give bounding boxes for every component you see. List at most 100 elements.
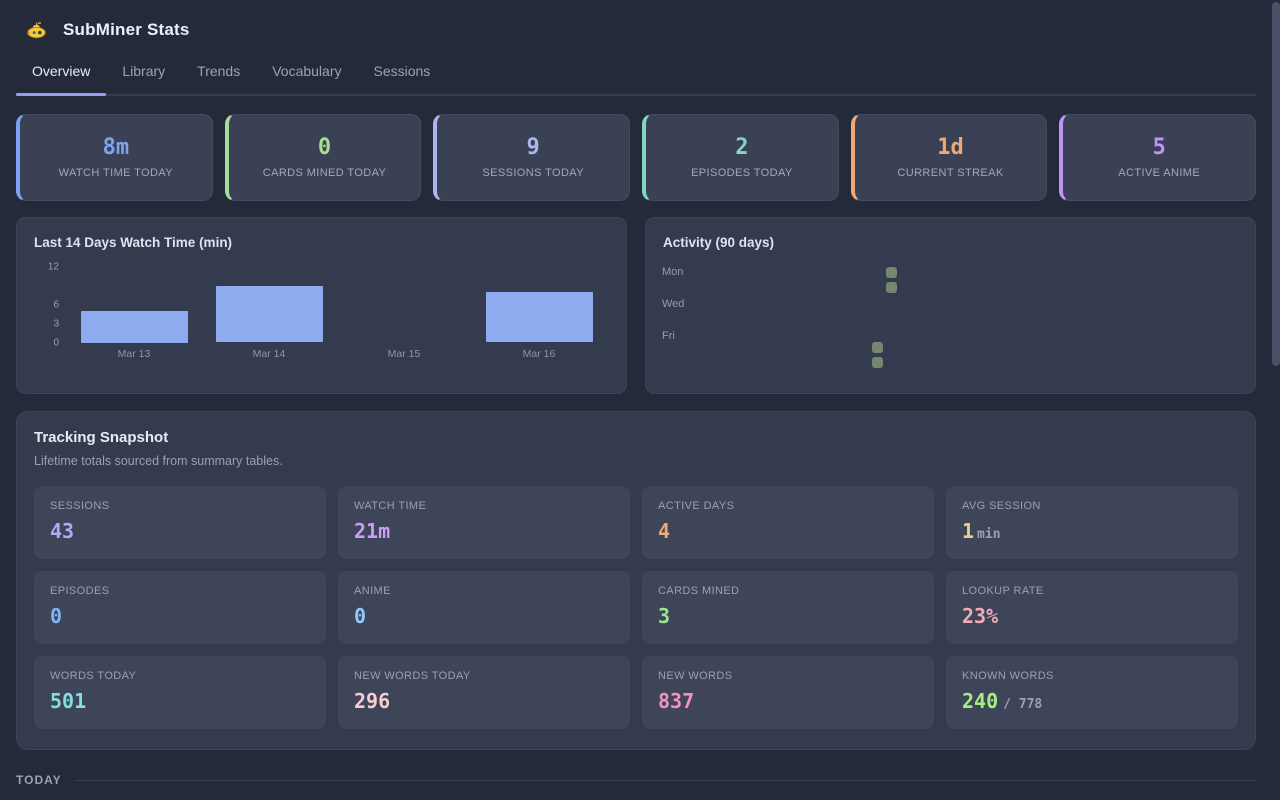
tab-label: Library bbox=[122, 63, 166, 79]
tile-value-row: 3 bbox=[658, 605, 918, 627]
vertical-scrollbar-thumb[interactable] bbox=[1272, 2, 1280, 366]
chart-title: Last 14 Days Watch Time (min) bbox=[34, 235, 233, 250]
tile-value-row: 1 min bbox=[962, 520, 1222, 542]
heatmap-cell bbox=[746, 297, 757, 308]
tracking-tile-anime: ANIME 0 bbox=[338, 571, 630, 644]
bar-chart: 12 6 3 0 Mar 13 Mar 14 Mar 15 Mar 16 bbox=[17, 218, 626, 393]
watch-time-chart-panel: Last 14 Days Watch Time (min) 12 6 3 0 Mar 1… bbox=[16, 217, 627, 394]
tile-value-row: 4 bbox=[658, 520, 918, 542]
tile-value-row: 837 bbox=[658, 690, 918, 712]
tracking-tiles-grid: SESSIONS 43 WATCH TIME 21m ACTIVE DAYS 4 AVG S… bbox=[34, 486, 1238, 729]
tab-library[interactable]: Library bbox=[106, 50, 181, 94]
app-header: SubMiner Stats bbox=[0, 0, 1280, 46]
y-axis-tick: 3 bbox=[53, 318, 59, 330]
heatmap-cell bbox=[858, 312, 869, 323]
stat-card-episodes-today: 2 EPISODES TODAY bbox=[642, 114, 839, 201]
heatmap-cell bbox=[760, 282, 771, 293]
heatmap-cell bbox=[732, 312, 743, 323]
tracking-tile-lookup-rate: LOOKUP RATE 23% bbox=[946, 571, 1238, 644]
tile-label: EPISODES bbox=[50, 585, 110, 597]
stat-card-label: CURRENT STREAK bbox=[897, 167, 1004, 179]
tile-value: 3 bbox=[658, 604, 671, 628]
tile-value-row: 0 bbox=[354, 605, 614, 627]
heatmap-cell bbox=[816, 312, 827, 323]
heatmap-cell bbox=[718, 282, 729, 293]
heatmap-cell bbox=[788, 267, 799, 278]
tracking-tile-episodes: EPISODES 0 bbox=[34, 571, 326, 644]
heatmap-cell bbox=[802, 357, 813, 368]
heatmap-cell bbox=[732, 282, 743, 293]
tracking-tile-known-words: KNOWN WORDS 240 / 778 bbox=[946, 656, 1238, 729]
heatmap-cell bbox=[746, 267, 757, 278]
heatmap-cell bbox=[746, 342, 757, 353]
heatmap-cell bbox=[844, 282, 855, 293]
heatmap-cell bbox=[746, 357, 757, 368]
stat-card-label: WATCH TIME TODAY bbox=[58, 167, 174, 179]
heatmap-cell bbox=[746, 327, 757, 338]
stat-card-watch-time-today: 8m WATCH TIME TODAY bbox=[16, 114, 213, 201]
tab-trends[interactable]: Trends bbox=[181, 50, 256, 94]
x-axis-label: Mar 15 bbox=[387, 348, 421, 360]
heatmap-cell bbox=[802, 327, 813, 338]
heatmap-cell bbox=[830, 357, 841, 368]
tile-value: 296 bbox=[354, 689, 391, 713]
heatmap-cell bbox=[872, 267, 883, 278]
tab-label: Sessions bbox=[373, 63, 431, 79]
heatmap-cell bbox=[704, 282, 715, 293]
heatmap-cell bbox=[830, 312, 841, 323]
heatmap-cell bbox=[802, 312, 813, 323]
tracking-tile-new-words: NEW WORDS 837 bbox=[642, 656, 934, 729]
heatmap-cell bbox=[704, 297, 715, 308]
y-axis-tick: 0 bbox=[53, 337, 59, 348]
tab-sessions[interactable]: Sessions bbox=[358, 50, 447, 94]
heatmap-cell bbox=[816, 267, 827, 278]
tile-value-row: 21m bbox=[354, 520, 614, 542]
tile-value-row: 501 bbox=[50, 690, 310, 712]
tab-overview[interactable]: Overview bbox=[16, 50, 107, 96]
heatmap-cell bbox=[732, 297, 743, 308]
heatmap-cell bbox=[844, 312, 855, 323]
heatmap-cell bbox=[816, 282, 827, 293]
heatmap-day-label: Mon bbox=[662, 266, 684, 278]
tab-vocabulary[interactable]: Vocabulary bbox=[256, 50, 357, 94]
tile-value-row: 43 bbox=[50, 520, 310, 542]
active-tab-underline bbox=[16, 93, 107, 96]
tracking-tile-words-today: WORDS TODAY 501 bbox=[34, 656, 326, 729]
tile-value-row: 296 bbox=[354, 690, 614, 712]
stat-card-label: CARDS MINED TODAY bbox=[262, 167, 387, 179]
tile-value: 0 bbox=[354, 604, 367, 628]
stat-card-sessions-today: 9 SESSIONS TODAY bbox=[433, 114, 631, 201]
tile-label: NEW WORDS TODAY bbox=[354, 670, 471, 682]
tile-value-row: 240 / 778 bbox=[962, 690, 1222, 712]
tracking-tile-active-days: ACTIVE DAYS 4 bbox=[642, 486, 934, 559]
tile-value-row: 23% bbox=[962, 605, 1222, 627]
tracking-tile-avg-session: AVG SESSION 1 min bbox=[946, 486, 1238, 559]
tile-value: 240 bbox=[962, 689, 999, 713]
heatmap-cell bbox=[802, 282, 813, 293]
heatmap-cell bbox=[816, 297, 827, 308]
heatmap-cell bbox=[760, 357, 771, 368]
tracking-snapshot-title: Tracking Snapshot bbox=[34, 429, 169, 446]
heatmap-cell bbox=[732, 357, 743, 368]
heatmap-day-label: Wed bbox=[662, 298, 685, 310]
stat-card-current-streak: 1d CURRENT STREAK bbox=[850, 114, 1048, 201]
heatmap-cell bbox=[718, 342, 729, 353]
heatmap-cell bbox=[844, 267, 855, 278]
heatmap-cell bbox=[872, 357, 883, 368]
today-section-header: TODAY bbox=[16, 773, 1256, 787]
heatmap-cell bbox=[858, 327, 869, 338]
stat-card-value: 5 bbox=[1152, 135, 1166, 160]
activity-title: Activity (90 days) bbox=[663, 235, 775, 250]
heatmap-cell bbox=[774, 312, 785, 323]
heatmap-cell bbox=[886, 297, 897, 308]
heatmap-cell bbox=[830, 267, 841, 278]
heatmap-cell bbox=[844, 327, 855, 338]
watch-time-bar bbox=[485, 292, 593, 343]
activity-heatmap: Mon Wed Fri bbox=[646, 218, 1255, 393]
heatmap-cell bbox=[830, 327, 841, 338]
heatmap-cell bbox=[872, 342, 883, 353]
heatmap-cell bbox=[746, 282, 757, 293]
heatmap-cell bbox=[704, 357, 715, 368]
tile-label: KNOWN WORDS bbox=[962, 670, 1054, 682]
heatmap-cell bbox=[788, 357, 799, 368]
